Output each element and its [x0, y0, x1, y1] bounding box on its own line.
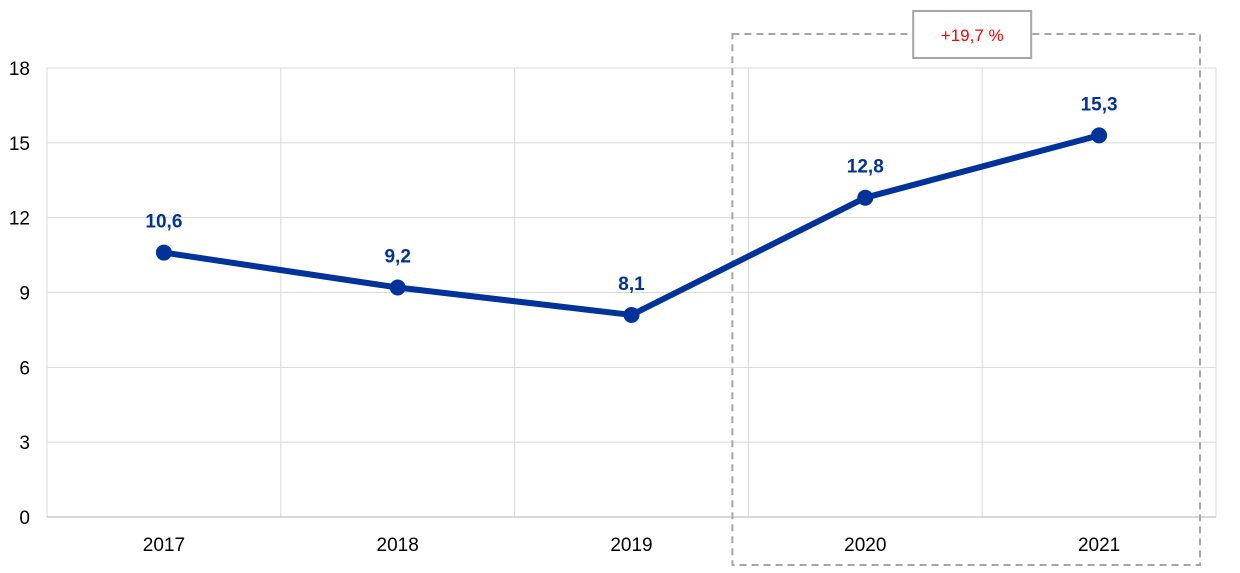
- x-tick-label: 2018: [377, 535, 419, 556]
- data-labels: 10,6 9,2 8,1 12,8 15,3: [145, 94, 1117, 295]
- data-point: [623, 306, 640, 323]
- x-tick-label: 2017: [143, 535, 185, 556]
- highlight-dashed-rect: [731, 33, 1202, 566]
- data-label: 12,8: [847, 157, 884, 178]
- series-line-group: [155, 127, 1108, 323]
- y-tick-label: 12: [9, 209, 30, 230]
- data-point: [389, 279, 406, 296]
- data-label: 9,2: [384, 247, 410, 268]
- x-tick-label: 2020: [844, 535, 886, 556]
- y-tick-label: 15: [9, 134, 30, 155]
- growth-callout-label: +19,7 %: [941, 26, 1004, 45]
- data-label: 8,1: [618, 274, 645, 295]
- data-label: 10,6: [145, 212, 182, 233]
- x-tick-label: 2019: [610, 535, 652, 556]
- data-point: [857, 189, 874, 206]
- y-tick-label: 9: [19, 284, 30, 305]
- y-tick-label: 18: [9, 59, 30, 80]
- y-tick-label: 3: [19, 433, 30, 454]
- data-point: [1091, 127, 1108, 144]
- y-tick-label: 0: [19, 508, 30, 529]
- data-label: 15,3: [1081, 94, 1118, 115]
- highlight-box: +19,7 %: [731, 10, 1202, 566]
- data-point: [155, 244, 172, 261]
- y-axis-ticks: 0 3 6 9 12 15 18: [9, 59, 30, 529]
- y-tick-label: 6: [19, 358, 30, 379]
- gridlines: [46, 67, 1217, 518]
- x-axis-ticks: 2017 2018 2019 2020 2021: [143, 535, 1120, 556]
- growth-callout-box: [912, 10, 1033, 59]
- x-tick-label: 2021: [1078, 535, 1120, 556]
